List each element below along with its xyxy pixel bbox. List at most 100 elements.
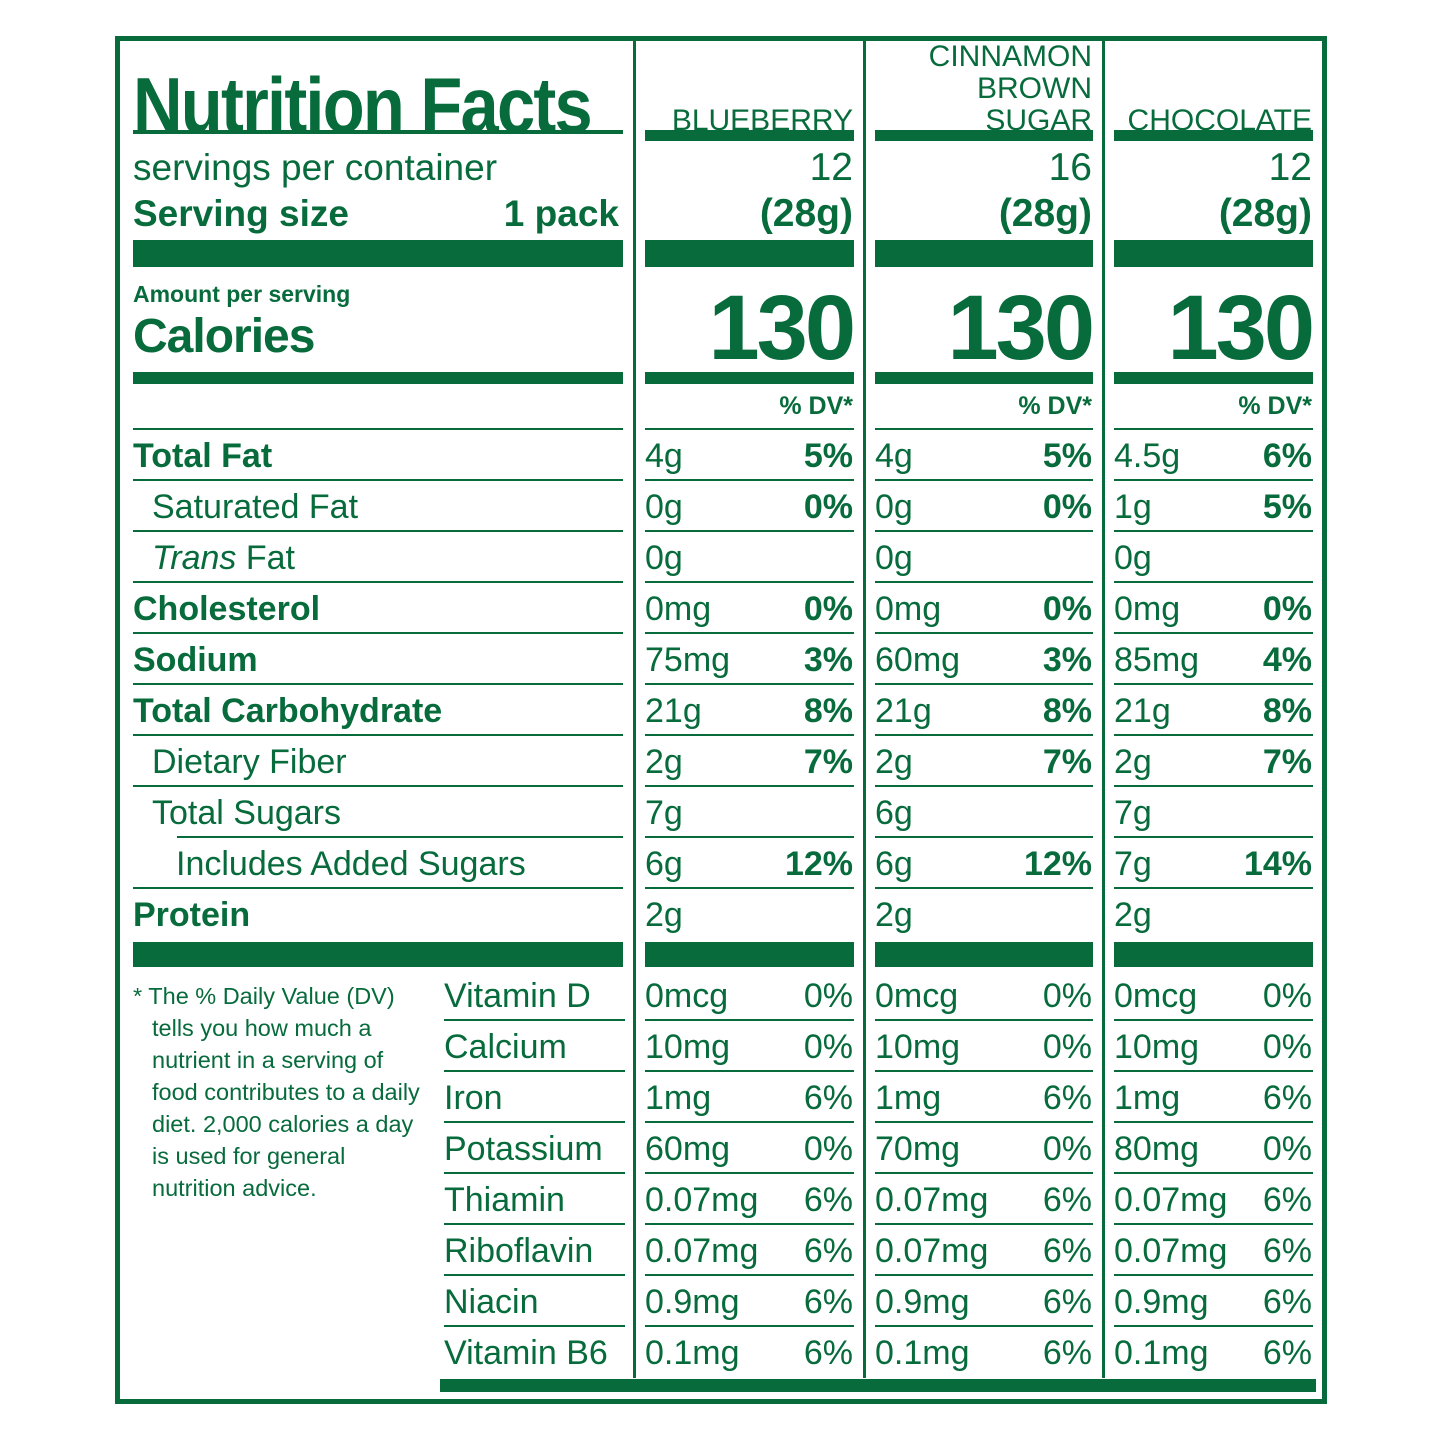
- calories-label: Calories: [133, 310, 315, 363]
- nutrient-value-cell: 0g 0%: [633, 481, 863, 532]
- vitamin-name-cell: Vitamin B6: [440, 1327, 633, 1378]
- vitamin-amount: 10mg: [1114, 1027, 1200, 1066]
- row-divider: [645, 581, 854, 583]
- nutrient-amount: 0mg: [875, 589, 942, 628]
- bottom-bar-row: [440, 1378, 1322, 1393]
- row-divider: [875, 785, 1093, 787]
- vitamin-daily-value: 6%: [1262, 1231, 1312, 1270]
- title-rule-row: [120, 129, 1322, 143]
- row-divider: [444, 1070, 625, 1072]
- nutrient-amount: 0g: [875, 538, 913, 577]
- row-divider: [645, 428, 854, 430]
- vitamin-name: Potassium: [444, 1129, 603, 1168]
- row-divider: [645, 1172, 854, 1174]
- calories-value-cell: 130: [1102, 271, 1322, 374]
- row-divider: [133, 734, 623, 736]
- vitamin-amount: 0.9mg: [645, 1282, 740, 1321]
- nutrient-name-italic-part: Trans: [152, 538, 237, 577]
- nutrient-name-cell: Dietary Fiber: [120, 736, 633, 787]
- vitamin-name: Thiamin: [444, 1180, 565, 1219]
- nutrient-amount: 2g: [875, 742, 913, 781]
- nutrient-daily-value: 0%: [803, 487, 853, 526]
- nutrient-amount: 7g: [1114, 844, 1152, 883]
- row-divider: [645, 734, 854, 736]
- row-divider: [133, 785, 623, 787]
- bar-cell: [1102, 237, 1322, 271]
- nutrient-name-cell: Total Carbohydrate: [120, 685, 633, 736]
- vitamin-value-cell: 0.9mg 6%: [1102, 1276, 1322, 1327]
- vitamin-value-cell: 0mcg 0%: [863, 970, 1102, 1021]
- row-divider: [133, 530, 623, 532]
- row-divider: [645, 632, 854, 634]
- nutrient-amount: 6g: [875, 844, 913, 883]
- section-bar: [1114, 130, 1313, 141]
- nutrient-value-cell: 0mg 0%: [863, 583, 1102, 634]
- section-bar: [645, 240, 854, 267]
- section-bar: [875, 372, 1093, 384]
- row-divider: [875, 1223, 1093, 1225]
- row-divider: [875, 1019, 1093, 1021]
- nutrient-amount: 60mg: [875, 640, 961, 679]
- flavor-column-header-cinnamon-brown-sugar: CINNAMON BROWN SUGAR: [863, 41, 1102, 141]
- nutrient-name-cell: Includes Added Sugars: [120, 838, 633, 889]
- vitamin-name-cell: Riboflavin: [440, 1225, 633, 1276]
- nutrient-name: Total Fat: [133, 438, 272, 474]
- vitamin-name: Vitamin D: [444, 976, 591, 1015]
- daily-value-header-row: % DV* % DV* % DV*: [120, 385, 1322, 430]
- servings-label: servings per container: [133, 147, 498, 188]
- bar-cell: [120, 940, 633, 970]
- bar-cell: [120, 371, 633, 385]
- nutrient-name: Protein: [133, 897, 250, 933]
- vitamin-name: Vitamin B6: [444, 1333, 608, 1372]
- vitamin-value-cell: 60mg 0%: [633, 1123, 863, 1174]
- vitamin-value-cell: 10mg 0%: [863, 1021, 1102, 1072]
- vitamin-amount: 0.1mg: [645, 1333, 740, 1372]
- row-divider: [645, 1019, 854, 1021]
- row-divider: [875, 734, 1093, 736]
- row-divider: [177, 836, 623, 838]
- vitamin-value-cell: 0.07mg 6%: [863, 1174, 1102, 1225]
- vitamin-daily-value: 6%: [1262, 1333, 1312, 1372]
- nutrient-name-cell: Total Fat: [120, 430, 633, 481]
- nutrient-value-cell: 7g: [633, 787, 863, 838]
- nutrient-daily-value: 8%: [1042, 691, 1092, 730]
- vitamin-amount: 80mg: [1114, 1129, 1200, 1168]
- row-divider: [133, 632, 623, 634]
- vitamin-amount: 0.1mg: [875, 1333, 970, 1372]
- nutrient-amount: 4.5g: [1114, 436, 1181, 475]
- row-divider: [1114, 1274, 1313, 1276]
- vitamins-section: * The % Daily Value (DV) tells you how m…: [120, 970, 1322, 1393]
- row-divider: [875, 887, 1093, 889]
- vitamin-name-cell: Potassium: [440, 1123, 633, 1174]
- row-divider: [444, 1223, 625, 1225]
- row-divider: [875, 1274, 1093, 1276]
- servings-label-cell: servings per container: [120, 143, 633, 189]
- nutrient-value-cell: 0mg 0%: [633, 583, 863, 634]
- vitamin-amount: 0.1mg: [1114, 1333, 1209, 1372]
- section-bar: [875, 130, 1093, 141]
- row-divider: [444, 1325, 625, 1327]
- bar-cell: [863, 940, 1102, 970]
- nutrient-name: Includes Added Sugars: [133, 846, 526, 882]
- nutrient-value-cell: 75mg 3%: [633, 634, 863, 685]
- nutrient-row: Total Fat 4g 5% 4g 5% 4.5g 6%: [120, 430, 1322, 481]
- nutrient-amount: 2g: [1114, 895, 1152, 934]
- row-divider: [133, 428, 623, 430]
- nutrient-amount: 21g: [645, 691, 702, 730]
- nutrient-amount: 7g: [1114, 793, 1152, 832]
- calories-value-cell: 130: [863, 271, 1102, 374]
- nutrient-name-text: Total Fat: [133, 436, 273, 475]
- vitamin-value-cell: 1mg 6%: [1102, 1072, 1322, 1123]
- flavor-name-line: BROWN SUGAR: [977, 72, 1092, 137]
- nutrient-value-cell: 2g 7%: [633, 736, 863, 787]
- vitamin-value-cell: 0.07mg 6%: [633, 1225, 863, 1276]
- nutrient-row: Dietary Fiber 2g 7% 2g 7% 2g 7%: [120, 736, 1322, 787]
- nutrient-row: Sodium 75mg 3% 60mg 3% 85mg 4%: [120, 634, 1322, 685]
- nutrient-rows-section: Total Fat 4g 5% 4g 5% 4.5g 6% Saturated Fat 0g 0%…: [120, 430, 1322, 940]
- vitamin-amount: 0mcg: [1114, 976, 1198, 1015]
- nutrient-daily-value: 8%: [803, 691, 853, 730]
- vitamin-daily-value: 0%: [1042, 1129, 1092, 1168]
- vitamin-amount: 0.07mg: [875, 1231, 989, 1270]
- footnote-text: * The % Daily Value (DV) tells you how m…: [133, 980, 430, 1204]
- nutrient-name-text: Protein: [133, 895, 251, 934]
